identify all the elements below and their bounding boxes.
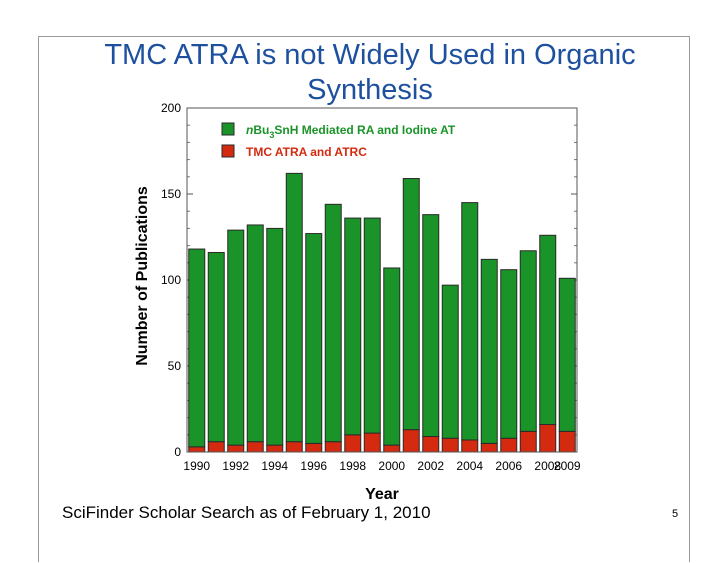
x-tick-label: 2000: [378, 459, 405, 473]
bar-2002: [422, 436, 440, 453]
bar-2009: [558, 430, 576, 453]
bar-1996: [305, 233, 323, 444]
bar-1995: [285, 172, 303, 443]
chart-legend: nBu3SnH Mediated RA and Iodine AT TMC ATR…: [221, 122, 456, 159]
bar-2004: [461, 202, 479, 441]
bar-1990: [188, 248, 206, 448]
x-tick-label: 1990: [183, 459, 210, 473]
legend-label-prefix: n: [246, 123, 253, 137]
y-tick-label: 50: [168, 359, 182, 373]
bar-2008: [539, 423, 557, 453]
legend-label: nBu3SnH Mediated RA and Iodine AT: [246, 123, 456, 140]
bar-2009: [558, 277, 576, 432]
bar-1994: [266, 227, 284, 446]
bar-2005: [480, 442, 498, 453]
chart-ticks: [187, 107, 577, 453]
bar-2000: [383, 267, 401, 446]
x-tick-label: 2004: [456, 459, 483, 473]
y-tick-label: 0: [174, 445, 181, 459]
x-tick-label: 1998: [339, 459, 366, 473]
x-tick-label: 2006: [495, 459, 522, 473]
legend-swatch: [221, 144, 235, 158]
bar-1995: [285, 441, 303, 453]
chart-bars: [188, 172, 576, 453]
legend-swatch: [221, 122, 235, 136]
bar-1992: [227, 229, 245, 446]
bar-2001: [402, 429, 420, 453]
bar-2005: [480, 258, 498, 444]
bar-2007: [519, 430, 537, 453]
y-tick-labels: 0 50 100 150 200: [161, 101, 181, 459]
bar-2006: [500, 437, 518, 453]
x-axis-label: Year: [365, 486, 399, 503]
bar-2003: [441, 284, 459, 439]
y-tick-label: 200: [161, 101, 181, 115]
bar-2002: [422, 214, 440, 438]
x-tick-label: 1996: [300, 459, 327, 473]
bar-2007: [519, 250, 537, 432]
legend-label-sub: 3: [269, 130, 274, 140]
plot-frame: [186, 107, 578, 453]
bar-1990: [188, 446, 206, 453]
bar-1998: [344, 217, 362, 436]
slide-title: TMC ATRA is not Widely Used in Organic S…: [104, 39, 636, 106]
bar-2000: [383, 444, 401, 453]
footer-source: SciFinder Scholar Search as of February …: [62, 503, 431, 522]
page-number: 5: [672, 508, 679, 520]
legend-label-main: TMC ATRA and ATRC: [246, 145, 367, 159]
bar-1994: [266, 444, 284, 453]
y-tick-label: 100: [161, 273, 181, 287]
legend-label-main: Bu: [253, 123, 269, 137]
x-tick-label: 2009: [554, 459, 581, 473]
bar-2006: [500, 269, 518, 439]
bar-2003: [441, 437, 459, 453]
bar-1999: [363, 217, 381, 434]
bar-1996: [305, 442, 323, 453]
x-tick-labels: 1990 1992 1994 1996 1998 2000 2002 2004 2006 2008…: [183, 459, 581, 473]
x-tick-label: 2008: [534, 459, 561, 473]
legend-label: TMC ATRA and ATRC: [246, 145, 367, 159]
x-tick-label: 1994: [261, 459, 288, 473]
bar-1997: [324, 441, 342, 453]
bar-1999: [363, 432, 381, 453]
legend-label-rest: SnH Mediated RA and Iodine AT: [274, 123, 456, 137]
bar-1993: [246, 441, 264, 453]
slide-frame: [38, 36, 690, 562]
bar-1997: [324, 203, 342, 443]
bar-2004: [461, 439, 479, 453]
bar-1993: [246, 224, 264, 443]
x-tick-label: 2002: [417, 459, 444, 473]
bar-2008: [539, 234, 557, 425]
y-axis-label: Number of Publications: [134, 186, 151, 366]
bar-1991: [207, 441, 225, 453]
x-tick-label: 1992: [222, 459, 249, 473]
y-tick-label: 150: [161, 187, 181, 201]
bar-1998: [344, 434, 362, 453]
bar-1992: [227, 444, 245, 453]
bar-1991: [207, 251, 225, 443]
bar-2001: [402, 178, 420, 431]
